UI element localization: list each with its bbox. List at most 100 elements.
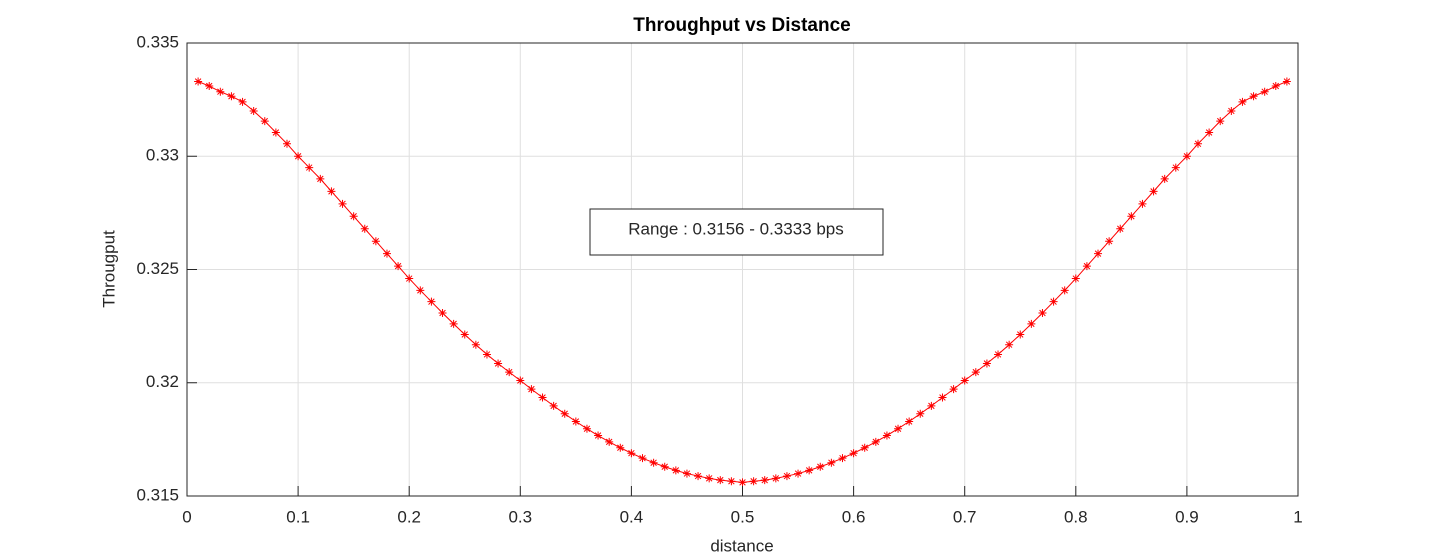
data-point (994, 350, 1003, 359)
annotation-box (589, 208, 884, 256)
data-point (260, 117, 269, 126)
data-point (1149, 187, 1158, 196)
data-point (705, 474, 714, 483)
data-point (427, 297, 436, 306)
data-point (394, 262, 403, 271)
x-tick-label: 0.3 (508, 507, 532, 526)
data-point (694, 472, 703, 481)
x-tick-label: 1 (1293, 507, 1302, 526)
data-point (582, 424, 591, 433)
data-point (1094, 249, 1103, 258)
data-point (449, 319, 458, 328)
data-point (538, 393, 547, 402)
y-tick-label: 0.32 (146, 372, 179, 391)
x-axis-label: distance (710, 536, 773, 555)
data-point (949, 385, 958, 394)
data-point (671, 466, 680, 475)
data-point (971, 368, 980, 377)
x-tick-label: 0.5 (731, 507, 755, 526)
x-tick-label: 0.4 (620, 507, 644, 526)
data-point (760, 476, 769, 485)
data-point (1127, 212, 1136, 221)
data-point (1060, 286, 1069, 295)
data-point (1005, 340, 1014, 349)
x-tick-label: 0 (182, 507, 191, 526)
data-point (1171, 163, 1180, 172)
data-point (982, 359, 991, 368)
data-point (1160, 174, 1169, 183)
data-point (560, 409, 569, 418)
data-point (1216, 117, 1225, 126)
data-point (405, 274, 414, 283)
x-tick-label: 0.6 (842, 507, 866, 526)
data-point (927, 401, 936, 410)
data-point (1071, 274, 1080, 283)
data-point (1249, 92, 1258, 101)
data-point (594, 431, 603, 440)
data-point (216, 87, 225, 96)
data-point (249, 106, 258, 115)
x-tick-label: 0.8 (1064, 507, 1088, 526)
data-point (527, 385, 536, 394)
data-point (327, 187, 336, 196)
data-point (438, 308, 447, 317)
y-axis-label: Througput (99, 230, 118, 308)
data-point (371, 237, 380, 246)
data-point (960, 376, 969, 385)
data-point (860, 443, 869, 452)
data-point (816, 462, 825, 471)
x-tick-label: 0.9 (1175, 507, 1199, 526)
data-point (382, 249, 391, 258)
x-tick-label: 0.1 (286, 507, 310, 526)
data-point (605, 437, 614, 446)
data-point (1027, 319, 1036, 328)
data-point (805, 466, 814, 475)
data-point (1205, 128, 1214, 137)
data-point (827, 458, 836, 467)
data-point (271, 128, 280, 137)
chart-title: Throughput vs Distance (633, 15, 850, 36)
data-point (549, 401, 558, 410)
data-point (894, 424, 903, 433)
data-point (360, 224, 369, 233)
data-point (1238, 97, 1247, 106)
data-point (416, 286, 425, 295)
data-point (305, 163, 314, 172)
data-point (616, 443, 625, 452)
data-point (338, 199, 347, 208)
y-tick-label: 0.325 (136, 259, 179, 278)
data-point (571, 417, 580, 426)
x-tick-label: 0.2 (397, 507, 421, 526)
data-point (660, 462, 669, 471)
data-point (1116, 224, 1125, 233)
data-point (1271, 82, 1280, 91)
data-point (882, 431, 891, 440)
data-point (649, 458, 658, 467)
data-point (460, 330, 469, 339)
y-tick-label: 0.33 (146, 146, 179, 165)
y-tick-label: 0.315 (136, 485, 179, 504)
data-point (1194, 139, 1203, 148)
data-point (1038, 308, 1047, 317)
x-tick-label: 0.7 (953, 507, 977, 526)
data-point (627, 449, 636, 458)
data-point (1182, 152, 1191, 161)
data-point (938, 393, 947, 402)
data-point (282, 139, 291, 148)
data-point (1138, 199, 1147, 208)
data-point (1260, 87, 1269, 96)
data-point (238, 97, 247, 106)
data-point (716, 476, 725, 485)
data-point (494, 359, 503, 368)
data-point (1105, 237, 1114, 246)
data-point (316, 174, 325, 183)
data-point (1282, 77, 1291, 86)
data-point (916, 409, 925, 418)
data-point (905, 417, 914, 426)
data-point (682, 469, 691, 478)
data-point (1049, 297, 1058, 306)
annotation: Range : 0.3156 - 0.3333 bps (628, 219, 844, 238)
data-point (727, 477, 736, 486)
